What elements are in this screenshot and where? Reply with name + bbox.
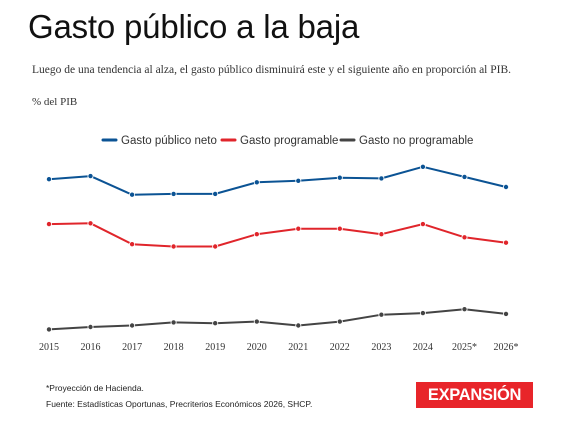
data-point-0-5	[253, 179, 260, 186]
x-tick-label: 2020	[247, 342, 267, 353]
series-line-0	[48, 165, 507, 196]
source-note: Fuente: Estadísticas Oportunas, Precrite…	[46, 399, 313, 409]
series-line-1	[48, 222, 507, 248]
x-tick-label: 2021	[288, 342, 308, 353]
data-point-1-5	[253, 231, 260, 238]
data-point-0-9	[419, 163, 426, 170]
data-point-0-2	[129, 191, 136, 198]
x-tick-label: 2017	[122, 342, 142, 353]
data-point-1-9	[419, 221, 426, 228]
data-point-2-11	[502, 310, 509, 317]
x-tick-label: 2024	[413, 342, 433, 353]
data-point-1-3	[170, 243, 177, 250]
data-point-1-0	[46, 221, 53, 228]
x-tick-label: 2019	[205, 342, 225, 353]
data-point-0-1	[87, 173, 94, 180]
x-tick-label: 2022	[330, 342, 350, 353]
x-tick-label: 2023	[371, 342, 391, 353]
series-line-2	[48, 308, 507, 331]
x-tick-label: 2026*	[494, 342, 519, 353]
data-point-2-7	[336, 318, 343, 325]
data-point-2-5	[253, 318, 260, 325]
unit-label: % del PIB	[32, 96, 78, 108]
data-point-2-4	[212, 320, 219, 327]
legend-label-2: Gasto no programable	[359, 135, 473, 147]
data-point-2-0	[46, 326, 53, 333]
data-point-2-8	[378, 311, 385, 318]
line-chart: Gasto público neto Gasto programable Gasto…	[39, 135, 519, 353]
data-point-0-7	[336, 174, 343, 181]
legend-label-1: Gasto programable	[240, 135, 338, 147]
data-point-1-4	[212, 243, 219, 250]
projection-note: *Proyección de Hacienda.	[46, 383, 144, 393]
data-point-0-6	[295, 177, 302, 184]
data-point-0-8	[378, 175, 385, 182]
data-point-2-3	[170, 319, 177, 326]
data-point-1-7	[336, 225, 343, 232]
data-point-2-6	[295, 322, 302, 329]
expansion-logo: EXPANSIÓN	[416, 382, 533, 408]
data-point-0-0	[46, 176, 53, 183]
x-tick-label: 2018	[164, 342, 184, 353]
data-point-1-11	[502, 239, 509, 246]
data-point-0-11	[502, 184, 509, 191]
x-tick-label: 2025*	[452, 342, 477, 353]
x-tick-label: 2015	[39, 342, 59, 353]
data-point-2-1	[87, 323, 94, 330]
data-point-0-10	[461, 173, 468, 180]
data-point-1-10	[461, 234, 468, 241]
x-tick-label: 2016	[81, 342, 101, 353]
legend-label-0: Gasto público neto	[121, 135, 217, 147]
data-point-0-3	[170, 190, 177, 197]
data-point-1-8	[378, 231, 385, 238]
data-point-2-2	[129, 322, 136, 329]
data-point-2-10	[461, 306, 468, 313]
chart-subtitle: Luego de una tendencia al alza, el gasto…	[32, 64, 512, 76]
data-point-1-6	[295, 225, 302, 232]
data-point-1-2	[129, 241, 136, 248]
data-point-1-1	[87, 220, 94, 227]
chart-title: Gasto público a la baja	[28, 8, 360, 45]
data-point-0-4	[212, 190, 219, 197]
data-point-2-9	[419, 310, 426, 317]
